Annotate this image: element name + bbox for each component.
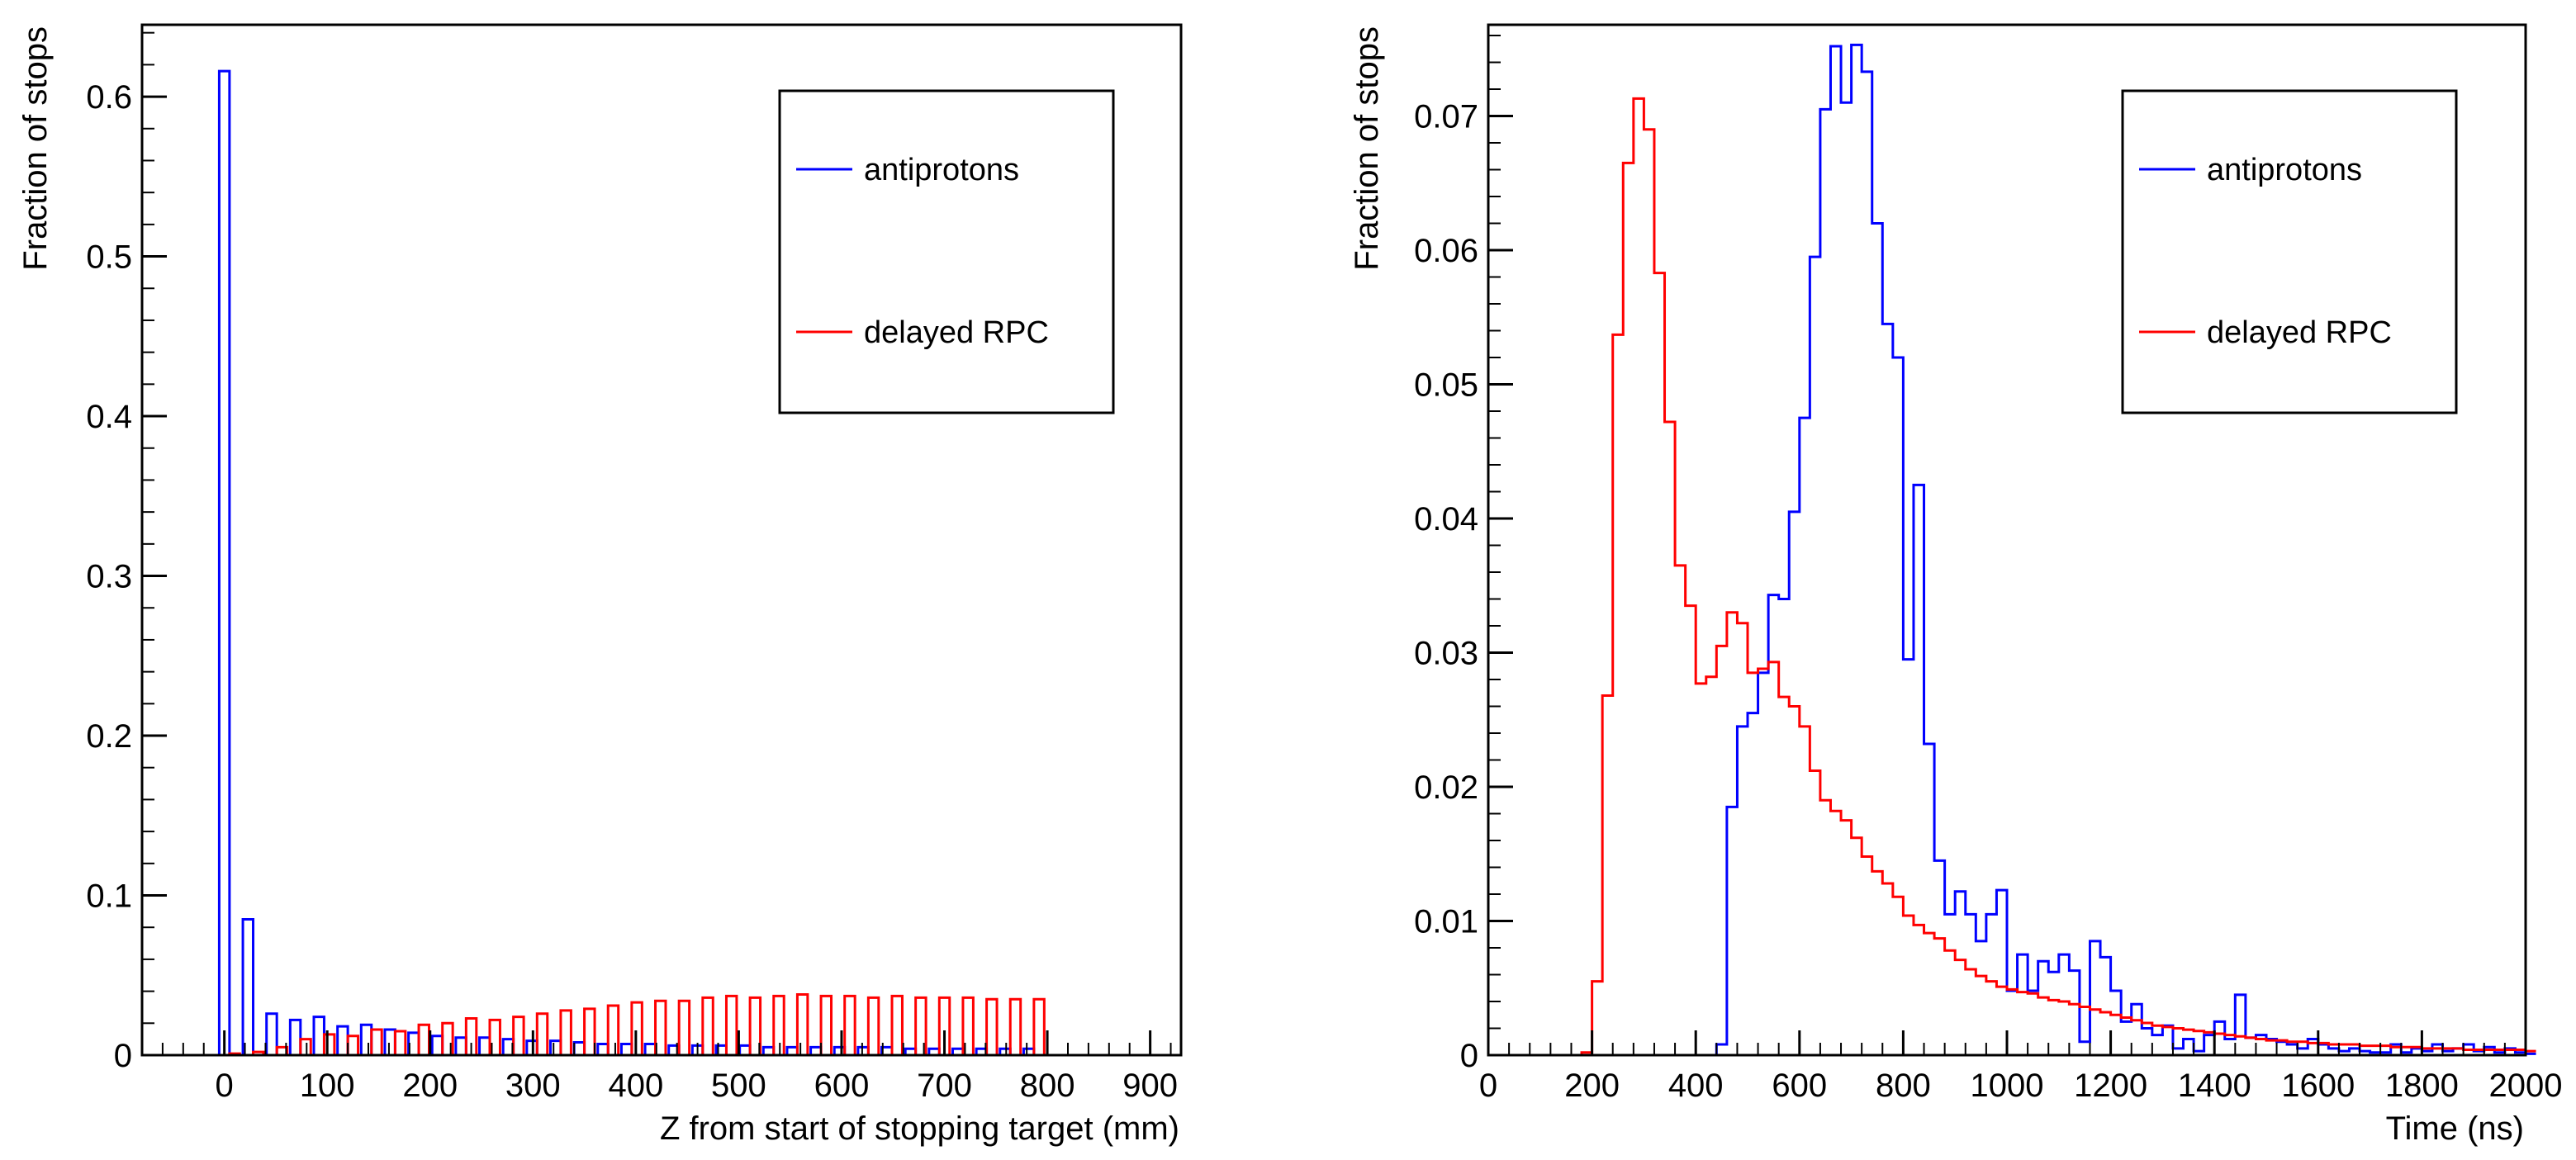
left-x-axis-title: Z from start of stopping target (mm) <box>660 1110 1179 1147</box>
left-delayed-rpc-bar-24 <box>795 992 809 1055</box>
left-delayed-rpc-bar-10 <box>464 1017 478 1055</box>
right-delayed-rpc-step-line <box>1488 97 2536 1057</box>
left-legend-label-delayed-rpc: delayed RPC <box>864 315 1049 350</box>
left-y-tick-label: 0.6 <box>86 79 132 116</box>
left-delayed-rpc-bar-9 <box>441 1021 454 1055</box>
left-y-tick-label: 0.3 <box>86 559 132 595</box>
left-x-tick-label: 800 <box>1020 1068 1075 1104</box>
right-x-tick-label: 1800 <box>2385 1068 2459 1104</box>
left-y-tick-label: 0.2 <box>86 718 132 755</box>
left-delayed-rpc-bar-17 <box>630 1001 643 1055</box>
left-antiprotons-bar-3 <box>288 1018 302 1055</box>
left-y-axis-title: Fraction of stops <box>17 26 54 271</box>
right-y-tick-label: 0.07 <box>1414 99 1478 135</box>
left-antiprotons-bar-0 <box>217 69 231 1055</box>
left-delayed-rpc-bar-23 <box>772 994 785 1055</box>
left-delayed-rpc-bar-29 <box>914 996 927 1055</box>
right-x-tick-label: 400 <box>1668 1068 1724 1104</box>
left-delayed-rpc-bar-30 <box>937 996 951 1055</box>
right-x-tick-label: 1400 <box>2178 1068 2251 1104</box>
left-x-tick-label: 0 <box>216 1068 234 1104</box>
left-y-tick-label: 0.4 <box>86 399 132 435</box>
left-delayed-rpc-bar-15 <box>583 1007 596 1055</box>
right-y-tick-label: 0.03 <box>1414 636 1478 672</box>
left-x-tick-label: 700 <box>917 1068 972 1104</box>
right-ticks-layer: 0 200 400 600 800 1000 1200 1400 1600 1800 2000 0 0.… <box>1414 35 2563 1104</box>
right-y-tick-label: 0.05 <box>1414 367 1478 404</box>
right-y-tick-label: 0.01 <box>1414 904 1478 940</box>
right-x-tick-label: 200 <box>1564 1068 1620 1104</box>
left-x-tick-label: 900 <box>1122 1068 1178 1104</box>
left-delayed-rpc-bar-34 <box>1032 997 1046 1055</box>
left-delayed-rpc-bar-21 <box>724 994 738 1055</box>
left-x-tick-label: 400 <box>608 1068 663 1104</box>
left-x-tick-label: 300 <box>505 1068 561 1104</box>
right-x-axis-title: Time (ns) <box>2386 1110 2524 1147</box>
left-delayed-rpc-bar-13 <box>535 1012 549 1055</box>
left-delayed-rpc-bar-2 <box>275 1045 289 1055</box>
left-legend-label-antiprotons: antiprotons <box>864 153 1019 187</box>
right-panel-time-distribution: 0 200 400 600 800 1000 1200 1400 1600 1800 2000 0 0.… <box>1349 23 2563 1147</box>
left-x-tick-label: 500 <box>711 1068 766 1104</box>
left-panel-z-distribution: 0 100 200 300 400 500 600 700 800 900 0 0.1 0.2 0.3 0.… <box>17 23 1183 1147</box>
right-y-axis-title: Fraction of stops <box>1349 26 1385 271</box>
left-delayed-rpc-bar-28 <box>890 994 904 1055</box>
left-delayed-rpc-bar-20 <box>701 996 714 1055</box>
left-delayed-rpc-bar-27 <box>866 996 880 1055</box>
left-y-tick-label: 0.1 <box>86 878 132 915</box>
right-y-tick-label: 0.02 <box>1414 769 1478 806</box>
left-x-tick-label: 100 <box>300 1068 355 1104</box>
left-legend: antiprotons delayed RPC <box>778 89 1115 414</box>
left-plot-frame <box>140 23 1183 1057</box>
right-x-tick-label: 2000 <box>2489 1068 2563 1104</box>
left-delayed-rpc-bar-22 <box>748 996 762 1055</box>
left-delayed-rpc-bar-32 <box>985 997 999 1055</box>
left-delayed-rpc-bar-3 <box>299 1038 312 1055</box>
right-legend: antiprotons delayed RPC <box>2121 89 2458 414</box>
right-legend-label-delayed-rpc: delayed RPC <box>2207 315 2392 350</box>
left-legend-box <box>778 89 1115 414</box>
left-delayed-rpc-bar-1 <box>252 1050 265 1055</box>
left-antiprotons-bar-1 <box>241 918 255 1055</box>
left-y-tick-label: 0.5 <box>86 239 132 276</box>
left-delayed-rpc-bar-33 <box>1008 997 1022 1055</box>
right-x-tick-label: 1600 <box>2281 1068 2355 1104</box>
left-delayed-rpc-bar-19 <box>677 999 691 1055</box>
right-y-tick-label: 0.06 <box>1414 233 1478 269</box>
left-delayed-rpc-bar-16 <box>606 1004 620 1055</box>
right-x-tick-label: 600 <box>1772 1068 1827 1104</box>
left-delayed-rpc-bar-7 <box>393 1030 407 1055</box>
right-legend-label-antiprotons: antiprotons <box>2207 153 2362 187</box>
right-x-tick-label: 0 <box>1479 1068 1497 1104</box>
left-delayed-rpc-bar-26 <box>843 994 856 1055</box>
left-x-tick-label: 600 <box>814 1068 870 1104</box>
left-y-tick-label: 0 <box>114 1038 132 1074</box>
left-delayed-rpc-bar-14 <box>559 1009 572 1055</box>
left-delayed-rpc-bar-4 <box>322 1033 336 1055</box>
right-y-tick-label: 0.04 <box>1414 501 1478 537</box>
right-series-delayed-rpc <box>1488 97 2536 1057</box>
left-delayed-rpc-bar-6 <box>370 1028 383 1055</box>
right-legend-box <box>2121 89 2458 414</box>
left-x-tick-label: 200 <box>402 1068 458 1104</box>
left-delayed-rpc-bar-25 <box>819 994 833 1055</box>
left-delayed-rpc-bar-12 <box>512 1016 525 1055</box>
right-y-tick-label: 0 <box>1460 1038 1478 1074</box>
left-delayed-rpc-bar-11 <box>488 1018 501 1055</box>
right-x-tick-label: 800 <box>1876 1068 1931 1104</box>
left-delayed-rpc-bar-18 <box>654 999 667 1055</box>
left-antiprotons-bar-2 <box>265 1012 278 1055</box>
right-x-tick-label: 1000 <box>1971 1068 2044 1104</box>
left-ticks-layer: 0 100 200 300 400 500 600 700 800 900 0 0.1 0.2 0.3 0.… <box>86 31 1178 1104</box>
left-delayed-rpc-bar-31 <box>961 996 975 1055</box>
right-x-tick-label: 1200 <box>2074 1068 2147 1104</box>
